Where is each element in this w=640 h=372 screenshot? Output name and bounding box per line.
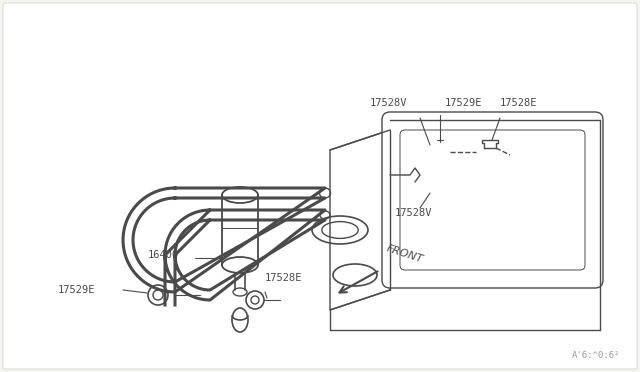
FancyBboxPatch shape [3, 3, 637, 369]
Text: 17528V: 17528V [370, 98, 408, 108]
Text: 17528V: 17528V [395, 208, 433, 218]
Text: 17529E: 17529E [445, 98, 483, 108]
Ellipse shape [232, 308, 248, 332]
Text: A'6:^0:6²: A'6:^0:6² [572, 351, 620, 360]
Text: 16400: 16400 [148, 250, 179, 260]
Ellipse shape [222, 187, 258, 203]
Ellipse shape [233, 288, 247, 296]
Ellipse shape [222, 257, 258, 273]
FancyBboxPatch shape [382, 112, 603, 288]
Text: 17528E: 17528E [500, 98, 538, 108]
Text: 17529E: 17529E [58, 285, 95, 295]
Text: 17528E: 17528E [265, 273, 303, 283]
Text: FRONT: FRONT [385, 244, 424, 265]
Polygon shape [330, 130, 390, 310]
